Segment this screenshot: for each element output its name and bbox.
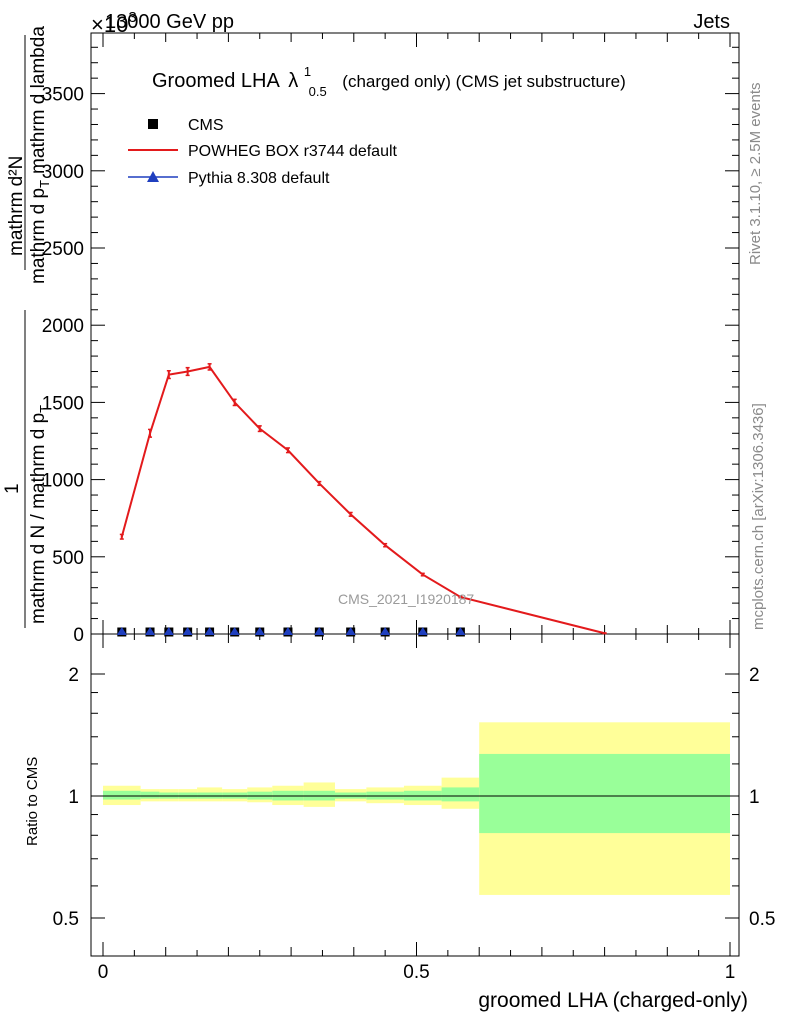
- ratio-bands: [103, 722, 730, 895]
- pythia-point: [345, 627, 356, 635]
- ratio-y-tick-label-right: 2: [749, 665, 760, 686]
- mcplots-label: mcplots.cern.ch [arXiv:1306.3436]: [750, 403, 767, 630]
- pythia-point: [182, 627, 193, 635]
- legend-cms-label: CMS: [188, 117, 224, 134]
- main-y-tick-label: 2500: [42, 239, 84, 260]
- pythia-point: [455, 627, 466, 635]
- ratio-band-inner: [140, 791, 160, 799]
- legend-pythia-label: Pythia 8.308 default: [188, 170, 330, 187]
- x-tick-label: 1: [725, 962, 736, 983]
- legend-powheg-label: POWHEG BOX r3744 default: [188, 143, 398, 160]
- ratio-plot-frame: [90, 633, 740, 957]
- pythia-point: [282, 627, 293, 635]
- main-y-tick-label: 3500: [42, 85, 84, 106]
- ratio-band-inner: [479, 753, 730, 834]
- pythia-point: [380, 627, 391, 635]
- process-label: Jets: [693, 11, 730, 33]
- pythia-point: [229, 627, 240, 635]
- title-rest: (charged only) (CMS jet substructure): [342, 72, 625, 91]
- pythia-point: [204, 627, 215, 635]
- x-tick-label: 0.5: [403, 962, 429, 983]
- ratio-y-tick-label: 2: [68, 665, 79, 686]
- ylabel-num: mathrm d²N: [6, 156, 27, 256]
- legend-cms-marker: [148, 119, 158, 129]
- ratio-band-inner: [103, 790, 141, 800]
- powheg-series: [119, 363, 607, 635]
- main-ylabel: mathrm d²N mathrm d pTmathrm d lambda 1 …: [2, 26, 52, 628]
- main-y-tick-label: 500: [52, 548, 84, 569]
- ylabel-den: mathrm d N / mathrm d pT: [28, 405, 52, 624]
- pythia-series: [116, 627, 466, 635]
- ylabel-one: 1: [2, 483, 23, 494]
- main-y-tick-label: 1000: [42, 471, 84, 492]
- pythia-point: [116, 627, 127, 635]
- exponent-power: 3: [128, 9, 136, 26]
- energy-label: 13000 GeV pp: [105, 11, 234, 33]
- main-y-tick-label: 1500: [42, 393, 84, 414]
- ratio-y-tick-label-right: 0.5: [749, 909, 775, 930]
- powheg-line: [120, 365, 605, 635]
- main-y-tick-label: 2000: [42, 316, 84, 337]
- main-y-tick-label: 0: [73, 625, 84, 646]
- ratio-y-tick-label-right: 1: [749, 787, 760, 808]
- x-tick-label: 0: [98, 962, 109, 983]
- main-y-tick-label: 3000: [42, 162, 84, 183]
- x-axis-label: groomed LHA (charged-only): [478, 989, 748, 1012]
- ratio-y-tick-label: 0.5: [53, 909, 79, 930]
- analysis-watermark: CMS_2021_I1920187: [338, 591, 474, 607]
- ratio-ylabel: Ratio to CMS: [24, 757, 41, 846]
- rivet-label: Rivet 3.1.10, ≥ 2.5M events: [747, 83, 764, 266]
- exponent-label: ×103: [91, 9, 137, 37]
- pythia-point: [314, 627, 325, 635]
- plot-title: Groomed LHA λ 1 0.5 (charged only) (CMS …: [152, 59, 626, 101]
- pythia-point: [163, 627, 174, 635]
- ylabel-den2: mathrm d pTmathrm d lambda: [28, 26, 52, 284]
- pythia-point: [254, 627, 265, 635]
- ratio-y-tick-label: 1: [68, 787, 79, 808]
- pythia-point: [417, 627, 428, 635]
- ratio-band-inner: [441, 787, 480, 802]
- legend-pythia-marker: [147, 171, 159, 182]
- title-sub: 0.5: [309, 84, 327, 99]
- pythia-point: [145, 627, 156, 635]
- title-lambda: λ: [288, 70, 298, 92]
- title-main: Groomed LHA: [152, 70, 280, 92]
- title-sup: 1: [304, 64, 311, 79]
- axis-tick-labels: 0 500 1000 1500 2000 2500 3000 3500 0 0.5 1 0.5 0.5 1…: [42, 85, 776, 983]
